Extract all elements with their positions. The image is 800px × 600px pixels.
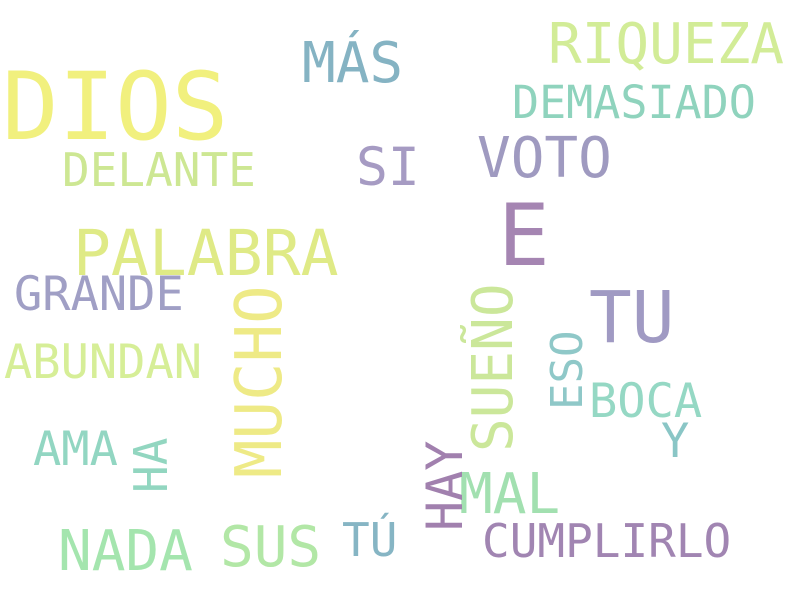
- word-hay: HAY: [416, 440, 474, 531]
- word-demasiado: DEMASIADO: [512, 76, 756, 129]
- word-e: E: [498, 186, 550, 286]
- word-eso: ESO: [542, 330, 593, 410]
- word-tu: TU: [589, 276, 675, 359]
- word-palabra: PALABRA: [73, 217, 339, 290]
- word-grande: GRANDE: [14, 267, 184, 322]
- word-y: Y: [661, 414, 690, 469]
- word-si: SI: [356, 137, 420, 198]
- word-dios: DIOS: [2, 53, 229, 162]
- word-nada: NADA: [58, 519, 193, 584]
- word-ama: AMA: [33, 422, 118, 477]
- word-riqueza: RIQUEZA: [548, 12, 785, 77]
- word-abundan: ABUNDAN: [4, 335, 203, 390]
- word-sueno: SUEÑO: [461, 283, 526, 452]
- word-voto: VOTO: [477, 126, 612, 191]
- word-sus: SUS: [220, 515, 322, 580]
- word-mucho: MUCHO: [223, 285, 297, 478]
- word-tu-accented: TÚ: [342, 513, 398, 567]
- word-ha: HA: [124, 437, 178, 493]
- word-mal: MAL: [459, 462, 561, 527]
- word-boca: BOCA: [589, 374, 703, 429]
- word-cumplirlo: CUMPLIRLO: [482, 514, 732, 568]
- word-mas: MÁS: [302, 31, 404, 96]
- word-delante: DELANTE: [62, 143, 256, 197]
